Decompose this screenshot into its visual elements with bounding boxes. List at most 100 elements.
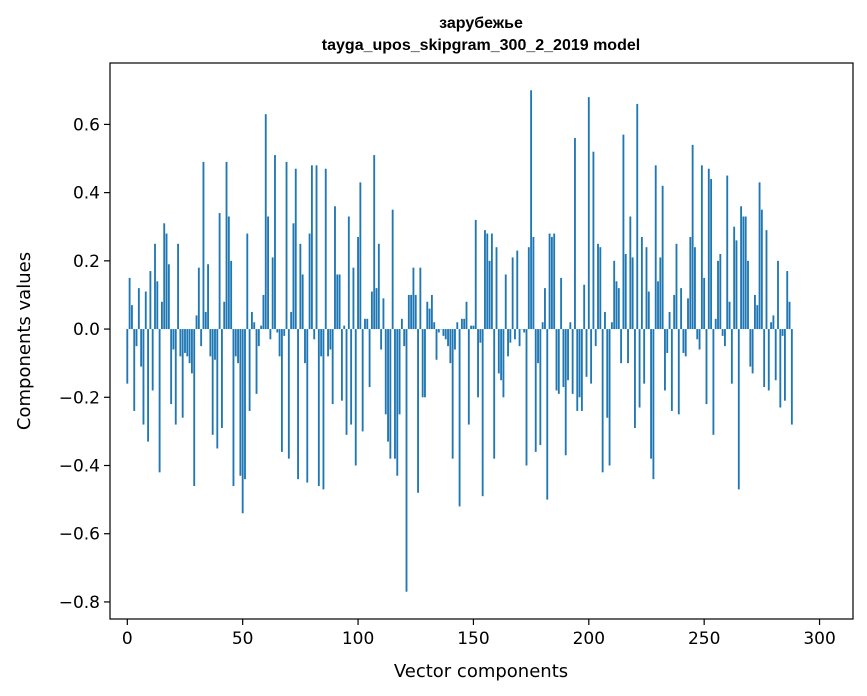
bar-244 [689,236,692,330]
bar-168 [514,329,516,340]
bar-201 [590,329,593,384]
bar-284 [781,329,784,336]
bar-214 [620,329,623,364]
bar-6 [140,329,143,367]
bar-219 [631,257,634,330]
bar-86 [324,168,327,330]
bar-29 [193,329,196,486]
bar-92 [338,274,341,330]
bar-34 [204,312,207,330]
bar-186 [555,329,558,391]
chart-title: зарубежье [439,15,523,32]
bar-211 [613,260,616,330]
bar-21 [174,329,177,425]
bar-88 [329,329,332,350]
bar-193 [571,329,574,394]
bar-78 [306,329,309,483]
bar-249 [700,165,703,330]
bar-200 [587,97,590,330]
bar-133 [433,322,436,330]
bar-112 [384,329,387,415]
bar-141 [451,329,454,459]
plot-frame [109,62,854,620]
bar-185 [553,233,556,330]
bar-8 [144,291,147,330]
bar-163 [502,329,505,398]
bar-208 [606,329,609,418]
bar-204 [597,243,599,330]
y-tick-label: 0.2 [73,252,100,272]
bar-231 [659,257,662,330]
bar-279 [770,322,773,330]
chart-subtitle: tayga_upos_skipgram_300_2_2019 model [322,37,640,54]
bar-154 [481,329,484,497]
bar-96 [347,216,350,330]
bar-117 [396,329,399,476]
bar-52 [246,233,249,330]
bar-41 [220,329,223,428]
bar-36 [209,329,212,357]
bar-217 [627,329,629,364]
bar-24 [181,329,184,418]
bar-82 [315,165,318,330]
bar-194 [574,138,576,330]
bar-161 [497,329,500,374]
y-axis-ticks: −0.8 −0.6 −0.4 −0.2 0.0 0.2 0.4 0.6 [59,115,110,613]
bar-254 [712,329,715,435]
y-tick-label: −0.2 [59,388,100,408]
bar-58 [260,325,263,330]
bar-2 [131,305,133,330]
bar-20 [172,329,175,350]
bar-61 [267,216,269,330]
x-tick-label: 150 [457,629,489,649]
bar-50 [241,329,244,514]
bar-13 [156,281,159,330]
bar-23 [179,329,182,357]
bar-199 [585,329,588,377]
bar-85 [322,329,325,490]
bar-165 [507,329,509,357]
bar-216 [624,254,627,330]
bar-266 [740,206,743,330]
bar-119 [400,318,403,330]
bar-87 [327,329,329,357]
bar-229 [654,165,657,330]
bar-14 [158,329,161,473]
bar-162 [500,329,503,381]
bar-172 [523,329,526,333]
bar-175 [530,90,533,330]
bar-93 [340,329,343,401]
bar-159 [493,329,496,459]
bar-252 [707,168,710,330]
bar-180 [541,322,544,330]
bar-286 [786,271,789,330]
bar-156 [486,233,489,330]
bar-245 [691,144,694,330]
y-tick-label: −0.8 [59,593,100,613]
bar-60 [264,114,267,330]
bar-142 [454,329,456,350]
bar-179 [539,329,542,446]
bar-84 [320,329,323,357]
bar-25 [184,329,186,353]
bar-276 [763,329,766,388]
bar-5 [137,288,140,330]
bar-42 [223,301,226,330]
y-tick-label: 0.4 [73,184,100,204]
bar-44 [227,216,230,330]
bar-287 [788,301,791,330]
bar-138 [444,329,447,340]
bar-120 [403,329,406,347]
bar-143 [456,322,459,330]
bar-256 [717,260,719,330]
x-axis-label: Vector components [394,661,568,682]
bar-46 [232,329,235,486]
bar-232 [661,185,664,330]
bar-110 [380,329,383,350]
bar-89 [331,329,334,405]
bar-121 [405,329,408,592]
bar-99 [354,329,357,466]
bar-209 [608,329,611,466]
bar-157 [488,260,491,330]
bar-230 [657,281,659,330]
